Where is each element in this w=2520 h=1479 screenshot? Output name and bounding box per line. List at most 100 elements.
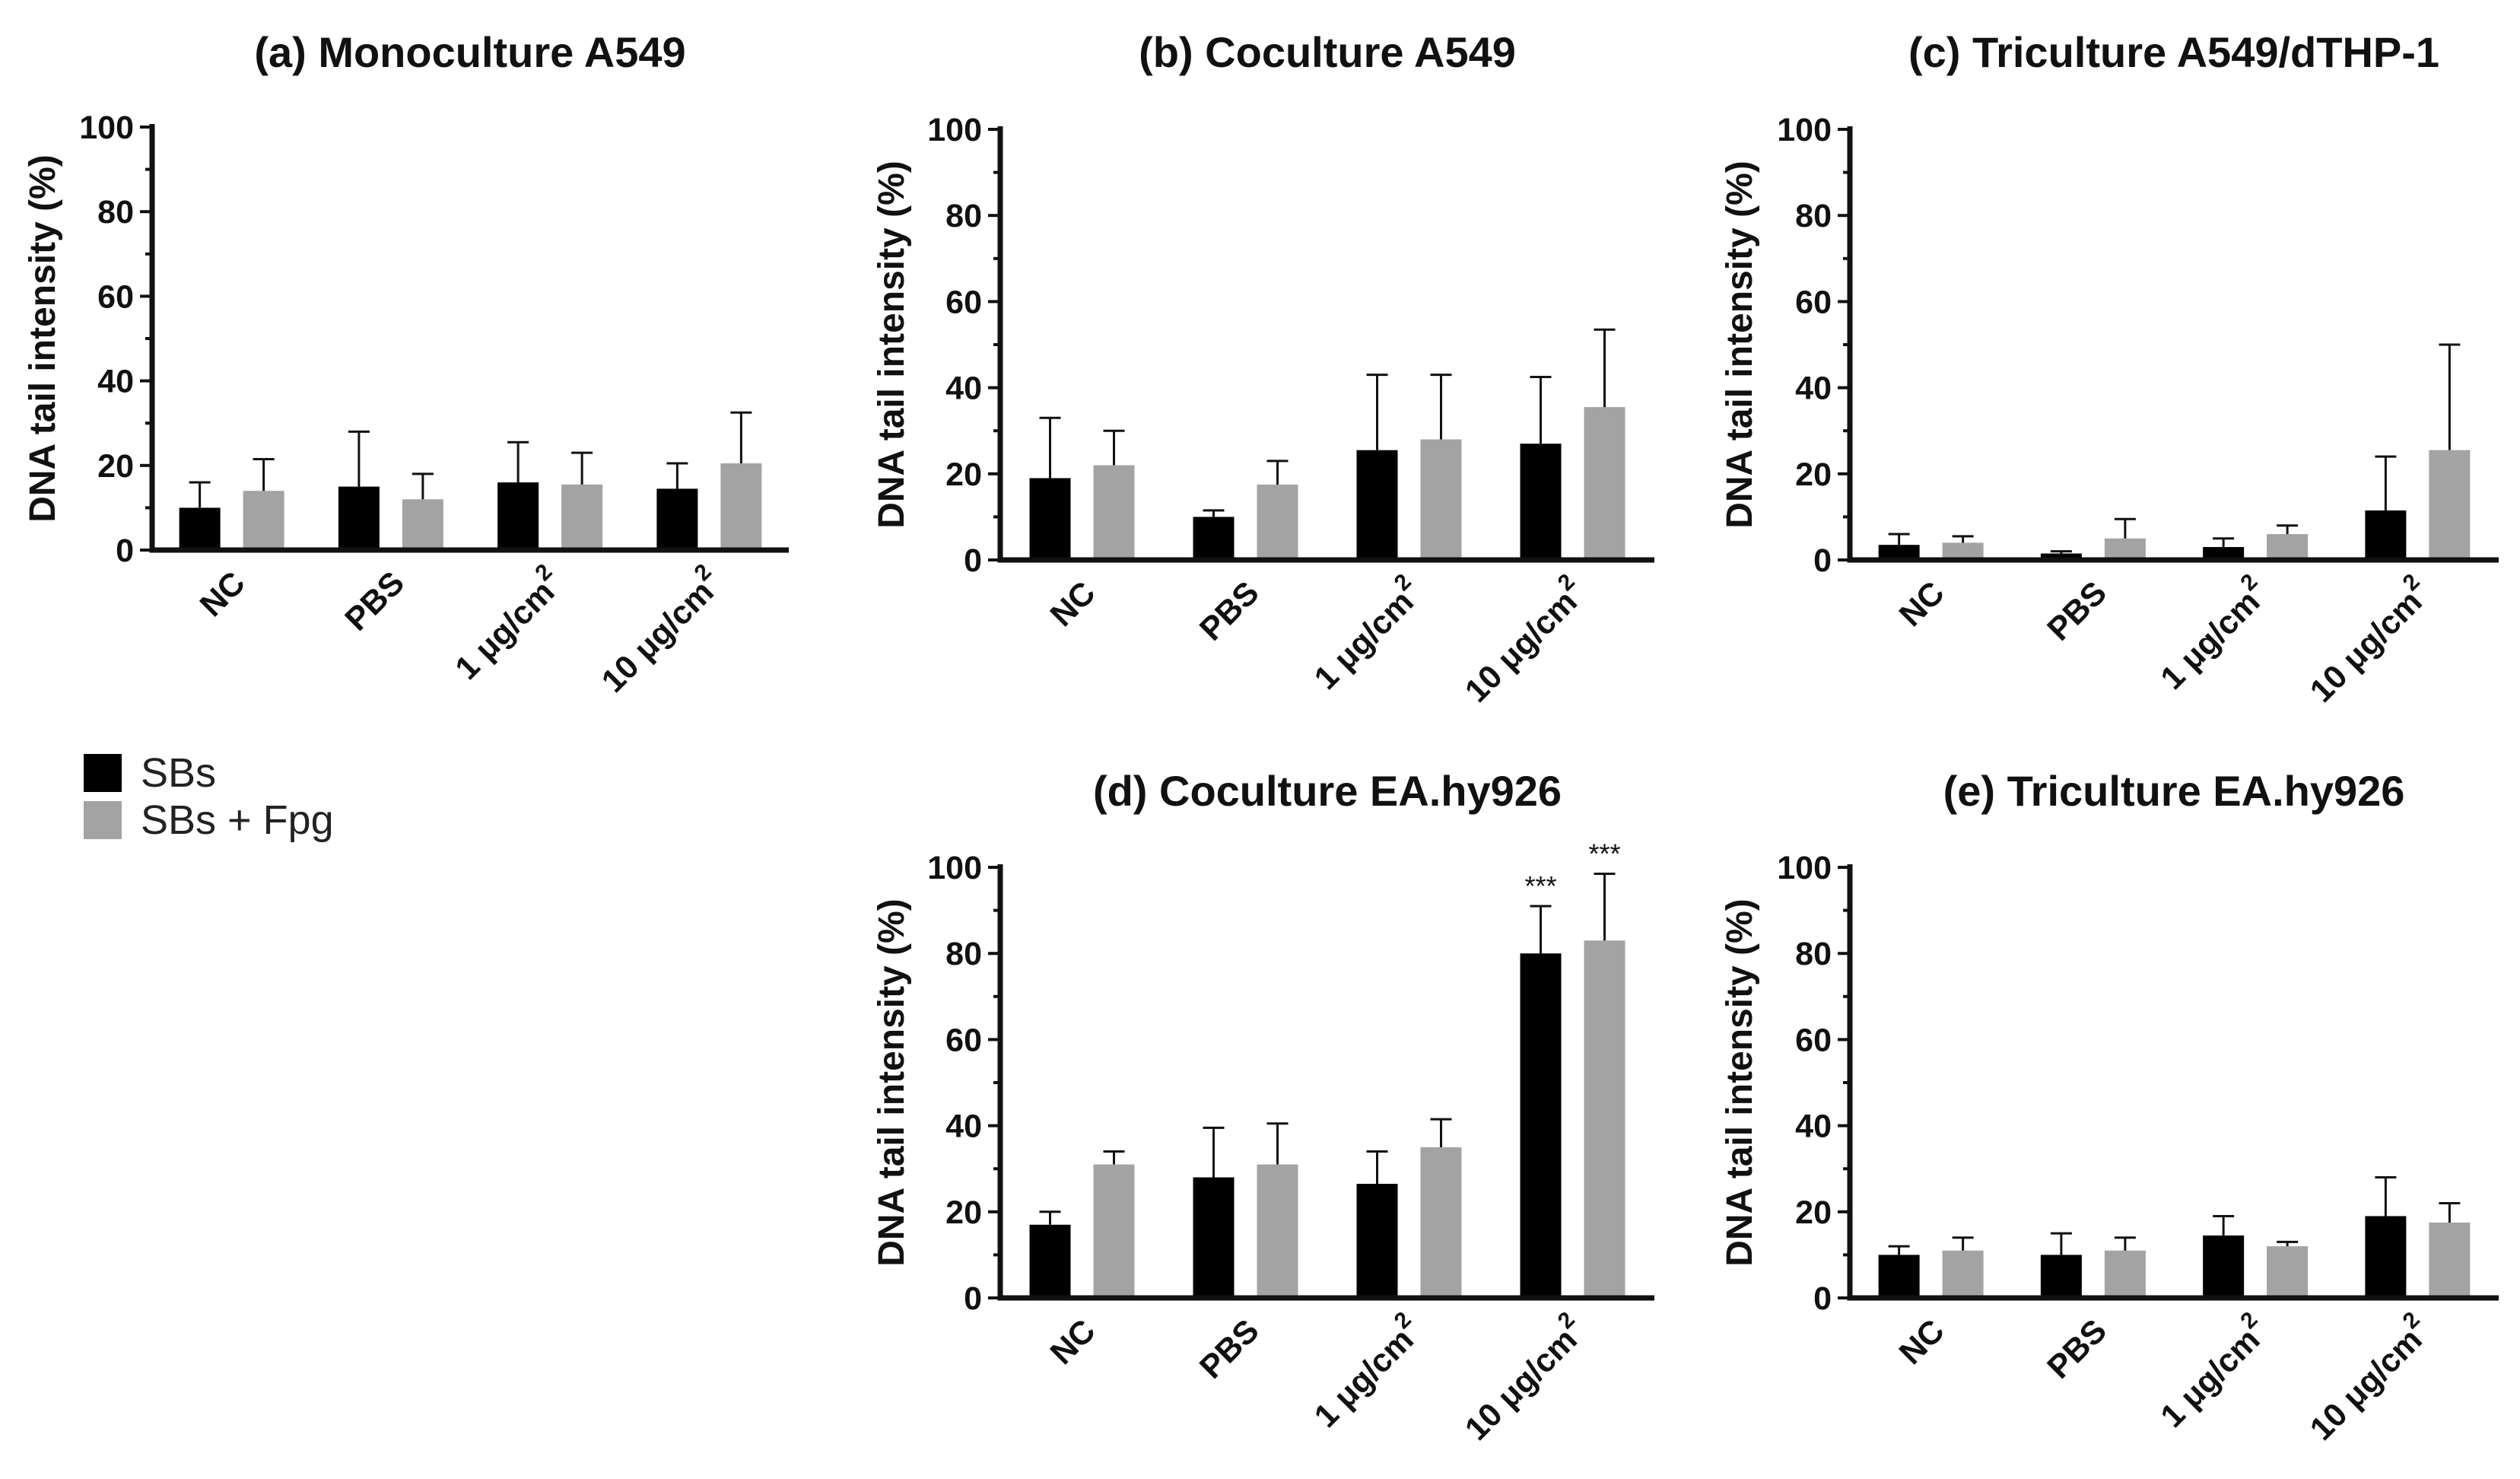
chart-title: (e) Triculture EA.hy926 [1943, 767, 2405, 815]
bar-sbs [656, 488, 698, 550]
legend-label-sbs: SBs [141, 750, 217, 796]
bar-sbs-fpg [1584, 407, 1625, 560]
error-bar [1888, 533, 1910, 545]
y-tick-label: 0 [964, 1280, 982, 1317]
error-bar [189, 481, 211, 508]
y-tick-label: 100 [1777, 850, 1832, 886]
error-bar [1888, 1245, 1910, 1255]
error-bar [730, 411, 752, 464]
legend: SBs SBs + Fpg [84, 749, 334, 844]
y-tick-label: 40 [945, 371, 982, 407]
axes [1847, 126, 2499, 563]
y-axis-label: DNA tail intensity (%) [872, 161, 912, 529]
bar-sbs [2365, 510, 2407, 560]
error-bar [2213, 537, 2235, 548]
error-bar [1366, 1150, 1388, 1185]
bar-sbs [1878, 545, 1920, 560]
axes [149, 124, 789, 553]
y-tick-label: 60 [1795, 284, 1832, 320]
x-tick-label: PBS [1193, 574, 1266, 647]
x-tick-label: 10 μg/cm2 [2298, 569, 2439, 710]
error-bar [2277, 1240, 2299, 1247]
y-axis-label: DNA tail intensity (%) [23, 154, 63, 523]
chart-title: (c) Triculture A549/dTHP-1 [1908, 28, 2439, 76]
bar-sbs [1029, 478, 1071, 560]
bar-sbs [497, 482, 539, 550]
legend-swatch-sbs-fpg [84, 801, 122, 839]
y-tick-label: 80 [945, 936, 982, 972]
error-bar [253, 457, 275, 491]
bar-sbs [179, 507, 221, 550]
error-bar [2439, 343, 2461, 450]
x-tick-label: PBS [1193, 1312, 1266, 1385]
y-tick-label: 60 [97, 278, 134, 315]
x-tick-label: NC [1892, 574, 1952, 634]
chart-title: (b) Coculture A549 [1139, 28, 1516, 76]
y-tick-label: 0 [116, 533, 134, 569]
bar-sbs-fpg [720, 463, 762, 550]
error-bar [1039, 416, 1061, 479]
error-bar [1594, 872, 1616, 941]
error-bar [666, 462, 688, 489]
error-bar [2114, 517, 2136, 539]
error-bar [1952, 535, 1974, 543]
y-tick-label: 40 [1795, 371, 1832, 407]
error-bar [1530, 905, 1552, 954]
y-tick-label: 20 [97, 448, 134, 485]
bar-sbs [1878, 1255, 1920, 1298]
bar-sbs [1356, 1184, 1398, 1298]
bar-sbs [2365, 1216, 2407, 1298]
error-bar [2375, 1176, 2397, 1217]
chart-title: (d) Coculture EA.hy926 [1093, 767, 1562, 815]
bar-sbs [1193, 517, 1235, 560]
x-tick-label: 1 μg/cm2 [2148, 569, 2276, 697]
y-tick-label: 100 [1777, 112, 1832, 148]
bar-sbs-fpg [2267, 1246, 2309, 1298]
error-bar [1430, 1118, 1452, 1147]
x-tick-label: 1 μg/cm2 [1302, 1307, 1430, 1435]
x-tick-label: PBS [2040, 1312, 2113, 1385]
bar-sbs [338, 486, 380, 550]
bar-sbs-fpg [2104, 538, 2146, 560]
y-axis-label: DNA tail intensity (%) [872, 899, 912, 1267]
error-bar [348, 430, 370, 487]
y-tick-label: 0 [1813, 542, 1832, 579]
y-tick-label: 20 [1795, 1194, 1832, 1231]
x-tick-label: NC [193, 565, 253, 624]
error-bar [1430, 374, 1452, 440]
bar-sbs-fpg [1093, 1164, 1135, 1298]
error-bar [1203, 509, 1225, 517]
y-tick-label: 80 [1795, 198, 1832, 234]
legend-item-sbs-fpg: SBs + Fpg [84, 797, 334, 844]
error-bar [1203, 1126, 1225, 1178]
bar-sbs-fpg [2429, 450, 2471, 560]
error-bar [2213, 1214, 2235, 1236]
x-tick-label: 10 μg/cm2 [1453, 1307, 1594, 1448]
x-tick-label: PBS [338, 565, 411, 638]
x-tick-label: NC [1044, 1312, 1103, 1372]
y-tick-label: 100 [79, 110, 134, 146]
panel-a: (a) Monoculture A549 DNA tail intensity (… [23, 28, 789, 700]
bar-sbs-fpg [2104, 1250, 2146, 1298]
bar-sbs-fpg [1093, 465, 1135, 560]
error-bar [1103, 1150, 1125, 1165]
error-bar [1952, 1236, 1974, 1251]
x-tick-label: 10 μg/cm2 [589, 559, 730, 700]
y-tick-label: 80 [97, 194, 134, 231]
y-tick-label: 40 [945, 1108, 982, 1145]
bar-sbs-fpg [402, 499, 443, 550]
x-tick-label: 1 μg/cm2 [2148, 1307, 2276, 1435]
bar-sbs-fpg [1942, 1250, 1984, 1298]
y-tick-label: 100 [927, 112, 982, 148]
error-bar [2277, 524, 2299, 535]
x-tick-label: 10 μg/cm2 [2298, 1307, 2439, 1448]
error-bar [2114, 1236, 2136, 1251]
bar-sbs [2040, 553, 2082, 560]
panel-c: (c) Triculture A549/dTHP-1 DNA tail inten… [1720, 28, 2499, 710]
y-tick-label: 60 [945, 1022, 982, 1058]
y-tick-label: 100 [927, 850, 982, 886]
error-bar [1039, 1210, 1061, 1225]
y-tick-label: 40 [97, 364, 134, 400]
bar-sbs-fpg [2267, 534, 2309, 560]
